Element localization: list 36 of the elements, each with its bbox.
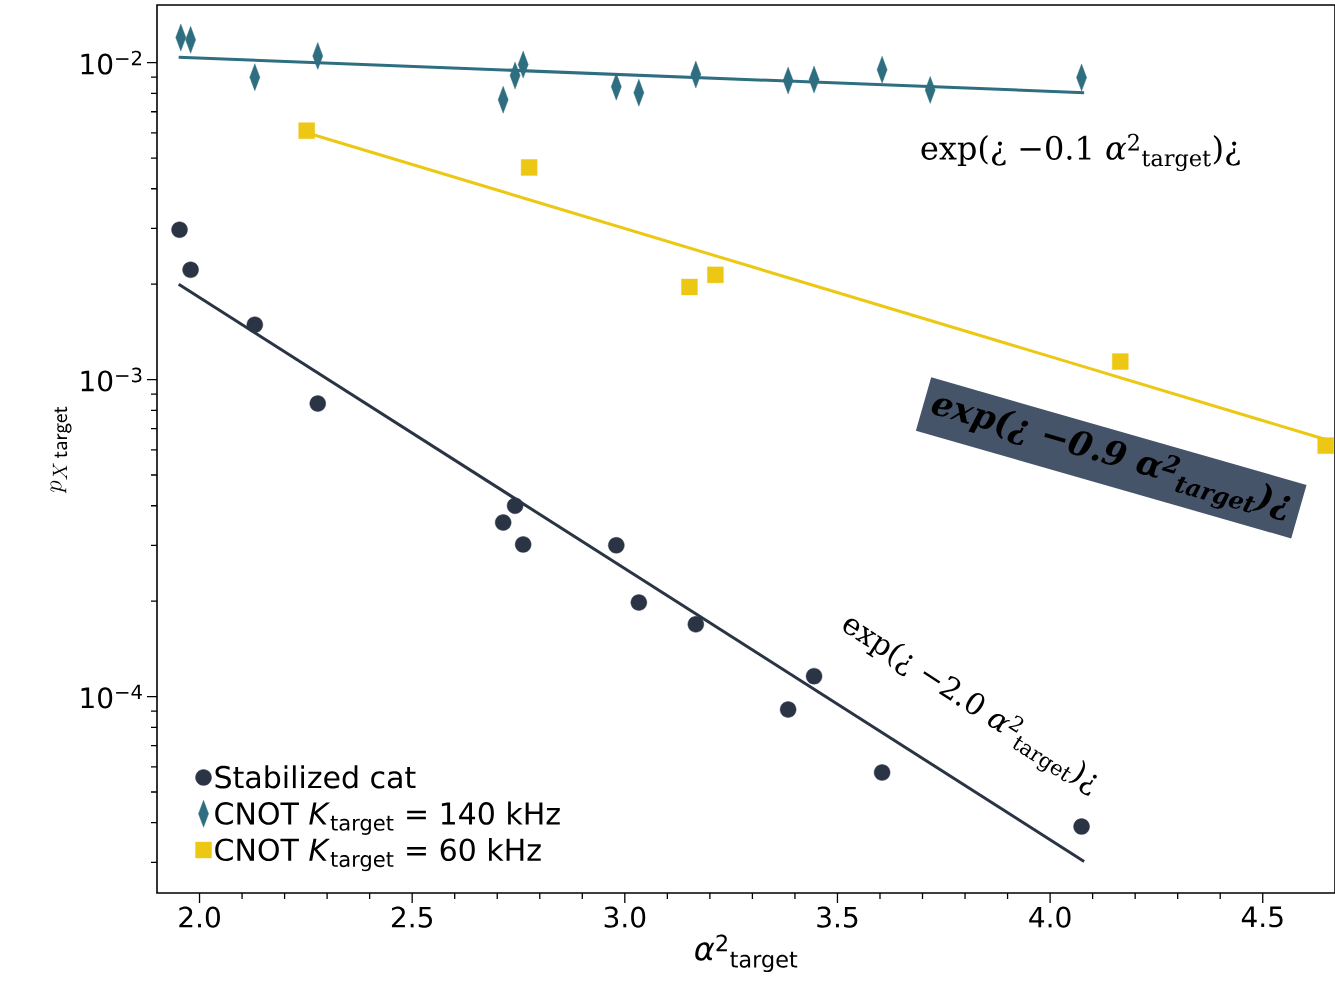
point — [298, 122, 315, 139]
y-tick-label: 10$^{−4}$ — [81, 684, 142, 709]
x-axis-title: α$^{2}$target — [695, 934, 798, 973]
point — [309, 395, 326, 412]
x-tick-label: 2.0 — [179, 906, 220, 928]
x-tick-label: 4.5 — [1241, 906, 1283, 928]
annotation: exp(¿ −0.9 α$^{2}$$_{target}$)¿ — [931, 398, 1291, 521]
y-tick-label: 10$^{−2}$ — [81, 50, 142, 75]
point — [506, 497, 524, 514]
legend-label: CNOT K$_{target}$ = 60 kHz — [215, 837, 541, 872]
point — [514, 536, 532, 553]
point — [687, 616, 705, 633]
point — [246, 316, 264, 333]
point — [707, 266, 724, 284]
annotation: exp(¿ −0.1 α$^{2}$$_{target}$)¿ — [921, 133, 1240, 172]
point — [171, 221, 188, 238]
point — [630, 594, 648, 611]
point — [1112, 353, 1129, 370]
point — [182, 261, 199, 279]
point — [805, 667, 823, 685]
y-axis-title: $p_{X\,\mathsf{target}}$ — [50, 406, 72, 494]
point — [608, 537, 625, 554]
point — [1317, 437, 1334, 454]
point — [520, 159, 538, 176]
legend-label: CNOT K$_{target}$ = 140 kHz — [215, 801, 560, 835]
point — [494, 514, 512, 531]
point — [873, 764, 891, 781]
point — [779, 701, 797, 718]
legend-label: Stabilized cat — [215, 765, 416, 789]
x-tick-label: 2.5 — [391, 906, 432, 928]
y-tick-label: 10$^{−3}$ — [81, 367, 142, 392]
x-tick-label: 4.0 — [1029, 906, 1071, 928]
x-tick-label: 3.0 — [604, 906, 646, 928]
point — [1073, 818, 1090, 835]
x-tick-label: 3.5 — [817, 906, 858, 928]
point — [681, 278, 698, 296]
